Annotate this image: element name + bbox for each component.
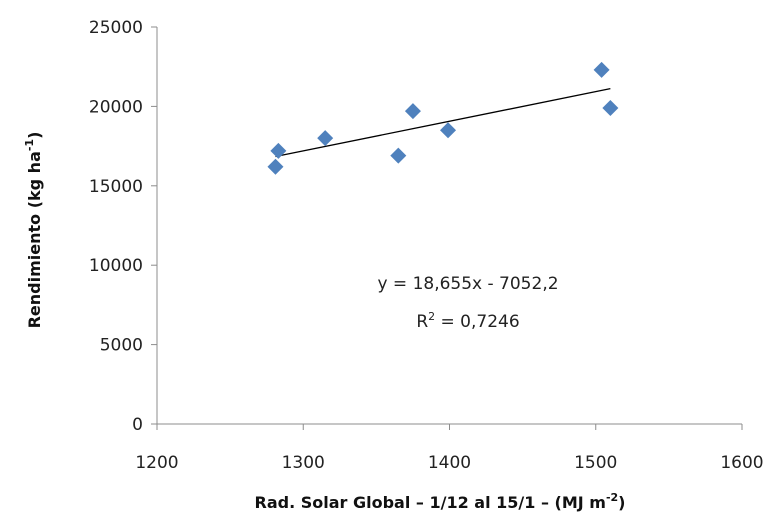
y-tick-label: 10000 [89,256,143,276]
x-tick-label: 1300 [282,453,325,473]
data-point [317,130,334,147]
y-axis-title: Rendimiento (kg ha-1) [23,132,44,329]
x-ticks: 1200 1300 1400 1500 1600 [135,424,764,473]
x-axis-title: Rad. Solar Global – 1/12 al 15/1 – (MJ m… [255,491,626,512]
data-point [440,122,457,139]
x-tick-label: 1500 [574,453,617,473]
y-axis-title-main: Rendimiento (kg ha [25,151,44,328]
x-tick-label: 1400 [428,453,471,473]
x-tick-label: 1200 [135,453,178,473]
y-tick-label: 25000 [89,18,143,38]
data-point [602,99,619,116]
data-point [390,147,407,164]
data-point [267,158,284,175]
data-point [404,103,421,120]
r2-value: = 0,7246 [435,312,520,332]
r2-prefix: R [416,312,428,332]
data-point [593,61,610,78]
x-tick-label: 1600 [720,453,763,473]
trendline [275,88,611,158]
data-points [267,61,619,175]
x-axis-title-sup: -2 [606,491,618,504]
r2-sup: 2 [428,310,435,323]
r-squared-label: R2 = 0,7246 [416,310,519,332]
x-axis-title-main: Rad. Solar Global – 1/12 al 15/1 – (MJ m [255,493,606,512]
y-tick-label: 5000 [100,336,143,356]
y-tick-label: 15000 [89,177,143,197]
x-axis-title-end: ) [618,493,625,512]
y-tick-label: 0 [132,415,143,435]
y-tick-label: 20000 [89,97,143,117]
y-axis-title-sup: -1 [23,139,36,151]
data-point [270,142,287,159]
trendline-equation: y = 18,655x - 7052,2 [377,274,558,294]
y-ticks: 0 5000 10000 15000 20000 25000 [89,18,157,435]
y-axis-title-end: ) [25,132,44,139]
